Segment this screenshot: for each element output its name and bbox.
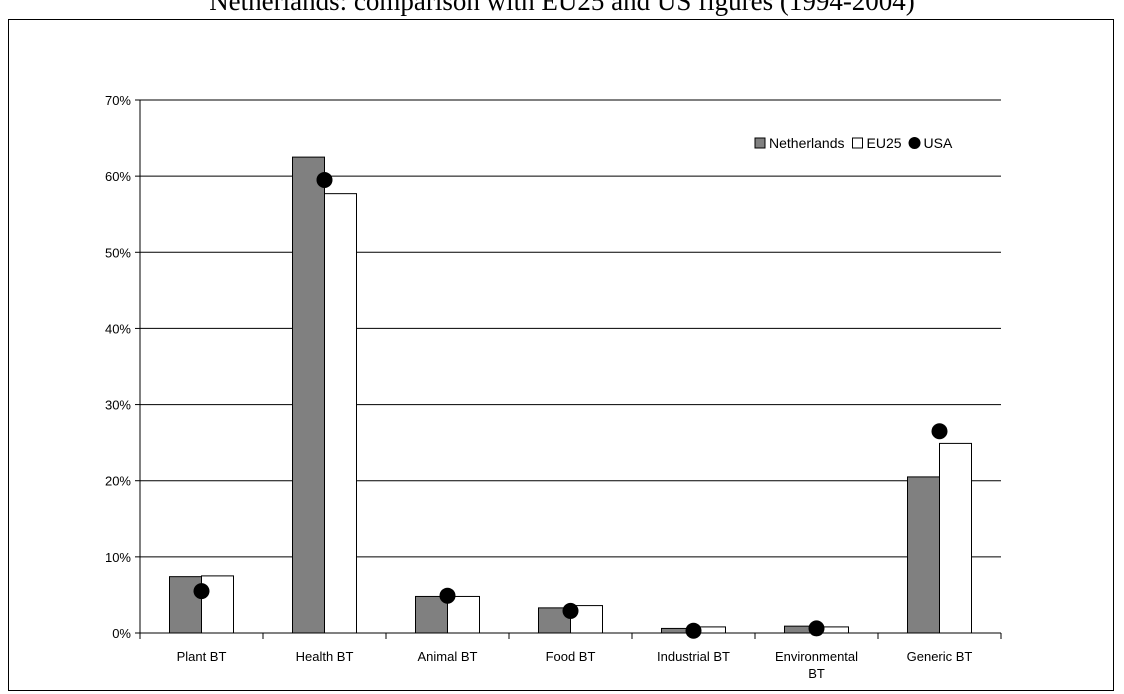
y-axis-ticks: 0% 10% 20% 30% 40% 50% 60% 70% [105,93,131,641]
y-tick-label: 40% [105,321,131,336]
marker-usa [562,602,579,619]
bar-eu25 [201,575,234,634]
y-tick-label: 60% [105,169,131,184]
y-tick-label: 0% [112,626,131,641]
gridlines [140,99,1001,558]
legend-label-usa: USA [924,135,953,151]
axes [135,99,1002,639]
chart-title: Netherlands: comparison with EU25 and US… [209,0,915,16]
marker-usa [808,620,825,637]
bar-eu25 [324,193,357,634]
legend-swatch-netherlands [754,137,766,149]
chart-frame [8,19,1114,691]
y-tick-label: 70% [105,93,131,108]
legend: Netherlands EU25 USA [754,135,953,151]
x-axis-ticks: Plant BT Health BT Animal BT Food BT Industr… [177,649,973,681]
x-tick-label: Food BT [546,649,596,664]
legend-swatch-eu25 [852,137,863,149]
x-tick-label: Environmental BT [775,649,858,681]
usa-markers [193,171,948,639]
bar-netherlands [292,156,325,634]
marker-usa [316,171,333,188]
x-tick-label: Animal BT [418,649,478,664]
marker-usa [685,622,702,639]
bar-netherlands [415,595,448,634]
y-tick-label: 50% [105,245,131,260]
bar-netherlands [907,476,940,634]
bar-eu25 [939,442,972,634]
x-tick-label: Generic BT [907,649,973,664]
y-tick-label: 10% [105,550,131,565]
legend-label-eu25: EU25 [867,135,902,151]
bars [169,156,972,634]
x-tick-label: Health BT [296,649,354,664]
marker-usa [193,583,210,600]
x-tick-label: Plant BT [177,649,227,664]
legend-swatch-usa [908,137,921,149]
marker-usa [439,587,456,604]
y-tick-label: 20% [105,474,131,489]
x-tick-label: Industrial BT [657,649,730,664]
y-tick-label: 30% [105,398,131,413]
marker-usa [931,423,948,440]
legend-label-netherlands: Netherlands [769,135,845,151]
